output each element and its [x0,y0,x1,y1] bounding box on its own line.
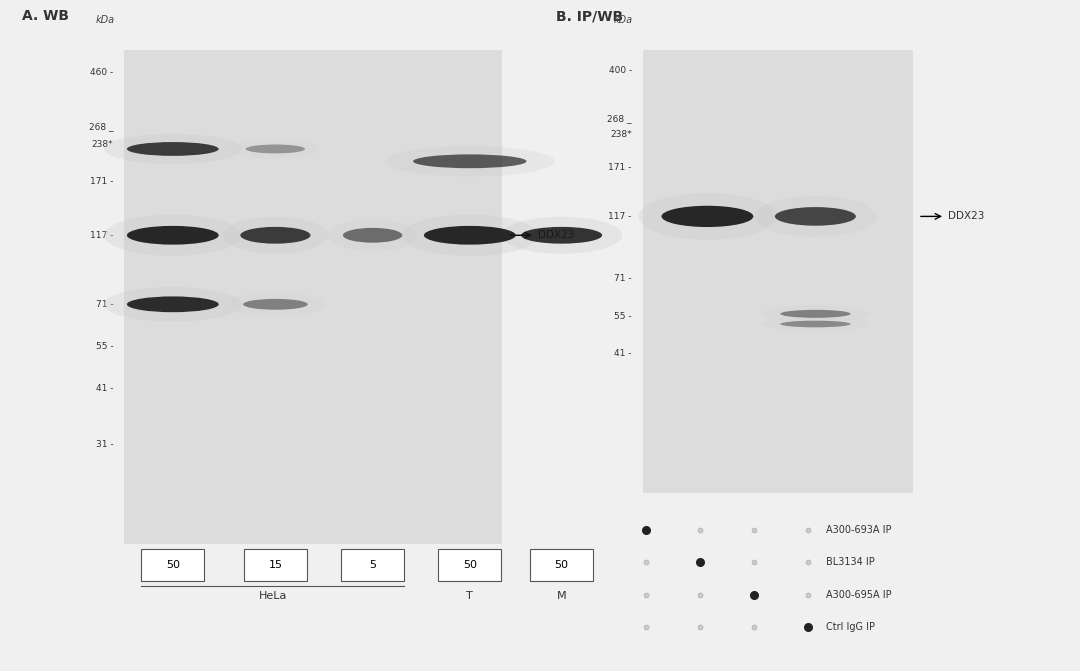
Text: M: M [557,591,566,601]
Text: 15: 15 [269,560,282,570]
Ellipse shape [413,154,527,168]
Text: 41 -: 41 - [615,349,632,358]
Bar [141,549,204,581]
Text: A. WB: A. WB [22,9,69,23]
Text: A300-695A IP: A300-695A IP [826,590,892,599]
Text: 55 -: 55 - [96,342,113,351]
Text: 238*: 238* [92,140,113,148]
Ellipse shape [231,139,320,159]
Text: 171 -: 171 - [608,163,632,172]
Text: 31 -: 31 - [96,440,113,450]
Ellipse shape [246,144,305,154]
Ellipse shape [328,219,417,252]
Ellipse shape [104,287,242,321]
Text: 117 -: 117 - [608,212,632,221]
Text: DDX23: DDX23 [538,230,575,240]
Text: DDX23: DDX23 [948,211,985,221]
Ellipse shape [243,299,308,310]
Ellipse shape [780,310,851,318]
Ellipse shape [638,193,777,240]
Text: 400 -: 400 - [608,66,632,74]
Text: HeLa: HeLa [258,591,287,601]
Text: 5: 5 [369,560,376,570]
Text: 268 _: 268 _ [607,115,632,123]
Ellipse shape [104,134,242,164]
Bar [438,549,501,581]
Ellipse shape [127,142,218,156]
Ellipse shape [762,305,868,323]
Ellipse shape [222,217,328,254]
Text: Ctrl IgG IP: Ctrl IgG IP [826,622,875,631]
Ellipse shape [755,196,876,237]
Ellipse shape [501,217,622,254]
Text: 71 -: 71 - [615,274,632,283]
Ellipse shape [401,215,539,256]
Ellipse shape [127,226,218,245]
Ellipse shape [423,226,516,245]
Text: kDa: kDa [613,15,633,25]
Text: 268 _: 268 _ [89,122,113,132]
Text: 50: 50 [463,560,476,570]
Text: 50: 50 [166,560,179,570]
Text: 238*: 238* [610,130,632,139]
Text: T: T [467,591,473,601]
Text: 50: 50 [555,560,568,570]
Text: 460 -: 460 - [90,68,113,77]
Ellipse shape [240,227,311,244]
Text: A300-693A IP: A300-693A IP [826,525,892,535]
Text: 41 -: 41 - [96,384,113,393]
Ellipse shape [762,317,868,331]
Text: 171 -: 171 - [90,176,113,185]
Text: 117 -: 117 - [90,231,113,240]
Text: BL3134 IP: BL3134 IP [826,558,875,567]
Ellipse shape [384,146,555,176]
Ellipse shape [104,215,242,256]
Ellipse shape [127,297,218,312]
Bar [643,50,913,493]
Text: kDa: kDa [95,15,114,25]
Bar [124,50,502,544]
Bar [244,549,307,581]
Ellipse shape [661,206,754,227]
Ellipse shape [522,227,603,244]
Ellipse shape [343,228,402,243]
Text: 71 -: 71 - [96,300,113,309]
Bar [530,549,593,581]
Ellipse shape [780,321,851,327]
Ellipse shape [227,293,324,316]
Bar [341,549,404,581]
Text: B. IP/WB: B. IP/WB [556,9,623,23]
Text: 55 -: 55 - [615,311,632,321]
Ellipse shape [775,207,855,225]
